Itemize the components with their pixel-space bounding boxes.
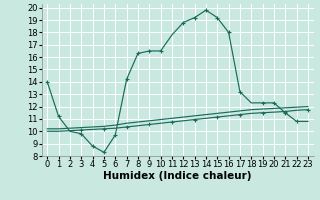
X-axis label: Humidex (Indice chaleur): Humidex (Indice chaleur) (103, 171, 252, 181)
